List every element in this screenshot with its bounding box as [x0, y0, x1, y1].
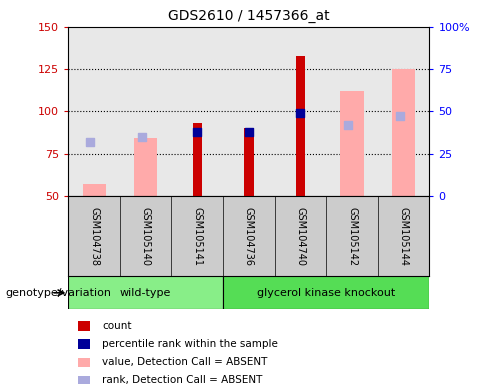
Point	[193, 129, 201, 135]
Title: GDS2610 / 1457366_at: GDS2610 / 1457366_at	[168, 9, 330, 23]
Point	[245, 129, 253, 135]
Text: rank, Detection Call = ABSENT: rank, Detection Call = ABSENT	[102, 375, 263, 384]
Bar	[82, 184, 106, 196]
Text: GSM104736: GSM104736	[244, 207, 254, 266]
Text: GSM104740: GSM104740	[295, 207, 305, 266]
Text: value, Detection Call = ABSENT: value, Detection Call = ABSENT	[102, 357, 268, 367]
Text: wild-type: wild-type	[120, 288, 171, 298]
Bar	[223, 276, 429, 309]
Bar	[134, 138, 157, 196]
Point	[297, 110, 305, 116]
Bar	[296, 56, 305, 196]
Point	[396, 113, 404, 119]
Text: genotype/variation: genotype/variation	[5, 288, 111, 298]
Bar	[341, 91, 364, 196]
Text: GSM104738: GSM104738	[89, 207, 99, 266]
Text: glycerol kinase knockout: glycerol kinase knockout	[257, 288, 395, 298]
Text: GSM105140: GSM105140	[141, 207, 151, 266]
Point	[344, 122, 352, 128]
Text: percentile rank within the sample: percentile rank within the sample	[102, 339, 278, 349]
Point	[86, 139, 94, 145]
Bar	[68, 276, 223, 309]
Text: GSM105142: GSM105142	[347, 207, 357, 266]
Point	[138, 134, 145, 140]
Text: GSM105144: GSM105144	[399, 207, 408, 266]
Bar	[244, 128, 254, 196]
Text: count: count	[102, 321, 132, 331]
Text: GSM105141: GSM105141	[192, 207, 203, 266]
Bar	[193, 123, 202, 196]
Bar	[392, 69, 415, 196]
